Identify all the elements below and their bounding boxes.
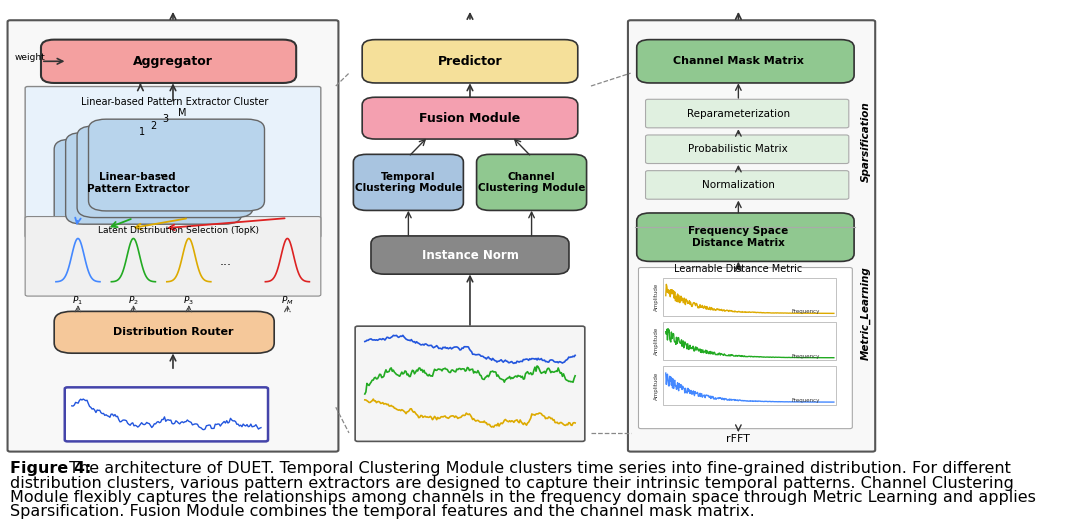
FancyBboxPatch shape <box>89 119 265 211</box>
Text: Aggregator: Aggregator <box>133 55 213 68</box>
FancyBboxPatch shape <box>362 40 578 83</box>
FancyBboxPatch shape <box>370 236 569 274</box>
Text: Sparsification: Sparsification <box>861 101 870 182</box>
Text: Amplitude: Amplitude <box>653 372 659 400</box>
FancyBboxPatch shape <box>353 155 463 210</box>
FancyBboxPatch shape <box>25 87 321 238</box>
FancyBboxPatch shape <box>646 171 849 199</box>
FancyBboxPatch shape <box>476 155 586 210</box>
FancyBboxPatch shape <box>355 326 584 442</box>
Text: Metric_Learning: Metric_Learning <box>861 266 870 360</box>
Text: distribution clusters, various pattern extractors are designed to capture their : distribution clusters, various pattern e… <box>10 476 1014 491</box>
Text: Fusion Module: Fusion Module <box>419 112 521 125</box>
Text: Channel
Clustering Module: Channel Clustering Module <box>477 172 585 193</box>
Text: The architecture of DUET. Temporal Clustering Module clusters time series into f: The architecture of DUET. Temporal Clust… <box>64 461 1011 476</box>
FancyBboxPatch shape <box>65 387 268 442</box>
Text: weight: weight <box>14 53 45 62</box>
Text: Probabilistic Matrix: Probabilistic Matrix <box>688 144 788 154</box>
Text: Sparsification. Fusion Module combines the temporal features and the channel mas: Sparsification. Fusion Module combines t… <box>10 504 755 519</box>
Text: $P_3$: $P_3$ <box>184 294 194 307</box>
Text: Frequency: Frequency <box>791 310 820 314</box>
FancyBboxPatch shape <box>637 40 854 83</box>
Text: Linear-based Pattern Extractor Cluster: Linear-based Pattern Extractor Cluster <box>81 97 268 108</box>
Text: $P_M$: $P_M$ <box>281 294 294 307</box>
FancyBboxPatch shape <box>66 133 242 224</box>
Bar <box>663 366 837 405</box>
Text: ...: ... <box>220 255 232 268</box>
Bar <box>663 278 837 316</box>
Text: Frequency: Frequency <box>791 354 820 359</box>
Text: Amplitude: Amplitude <box>653 283 659 311</box>
Text: Channel Mask Matrix: Channel Mask Matrix <box>673 56 804 66</box>
FancyBboxPatch shape <box>77 126 253 218</box>
Text: Module flexibly captures the relationships among channels in the frequency domai: Module flexibly captures the relationshi… <box>10 490 1036 505</box>
FancyBboxPatch shape <box>646 99 849 128</box>
Text: 2: 2 <box>150 121 157 131</box>
Text: ...: ... <box>156 165 168 179</box>
FancyBboxPatch shape <box>54 312 274 353</box>
Text: rFFT: rFFT <box>727 434 751 444</box>
Text: $P_1$: $P_1$ <box>72 294 83 307</box>
Text: $P_2$: $P_2$ <box>127 294 139 307</box>
Text: Instance Norm: Instance Norm <box>421 248 518 262</box>
Text: Learnable Distance Metric: Learnable Distance Metric <box>674 264 802 274</box>
Text: Linear-based
Pattern Extractor: Linear-based Pattern Extractor <box>86 172 189 194</box>
Text: Frequency Space
Distance Matrix: Frequency Space Distance Matrix <box>688 227 788 248</box>
Text: Predictor: Predictor <box>437 55 502 68</box>
FancyBboxPatch shape <box>362 97 578 139</box>
FancyBboxPatch shape <box>25 217 321 296</box>
FancyBboxPatch shape <box>637 213 854 262</box>
FancyBboxPatch shape <box>638 268 852 429</box>
Text: Distribution Router: Distribution Router <box>112 327 233 337</box>
Bar <box>663 322 837 360</box>
Text: Amplitude: Amplitude <box>653 327 659 355</box>
FancyBboxPatch shape <box>41 40 296 83</box>
FancyBboxPatch shape <box>646 135 849 163</box>
FancyBboxPatch shape <box>54 139 230 231</box>
Text: Temporal
Clustering Module: Temporal Clustering Module <box>354 172 462 193</box>
Text: M: M <box>178 108 187 118</box>
Text: Reparameterization: Reparameterization <box>687 109 789 118</box>
Text: 3: 3 <box>162 114 168 124</box>
FancyBboxPatch shape <box>627 20 875 452</box>
Text: 1: 1 <box>139 127 145 137</box>
Text: Figure 4:: Figure 4: <box>10 461 92 476</box>
FancyBboxPatch shape <box>8 20 338 452</box>
Text: Normalization: Normalization <box>702 180 774 190</box>
Text: Frequency: Frequency <box>791 398 820 403</box>
Text: Latent Distribution Selection (TopK): Latent Distribution Selection (TopK) <box>98 227 259 235</box>
